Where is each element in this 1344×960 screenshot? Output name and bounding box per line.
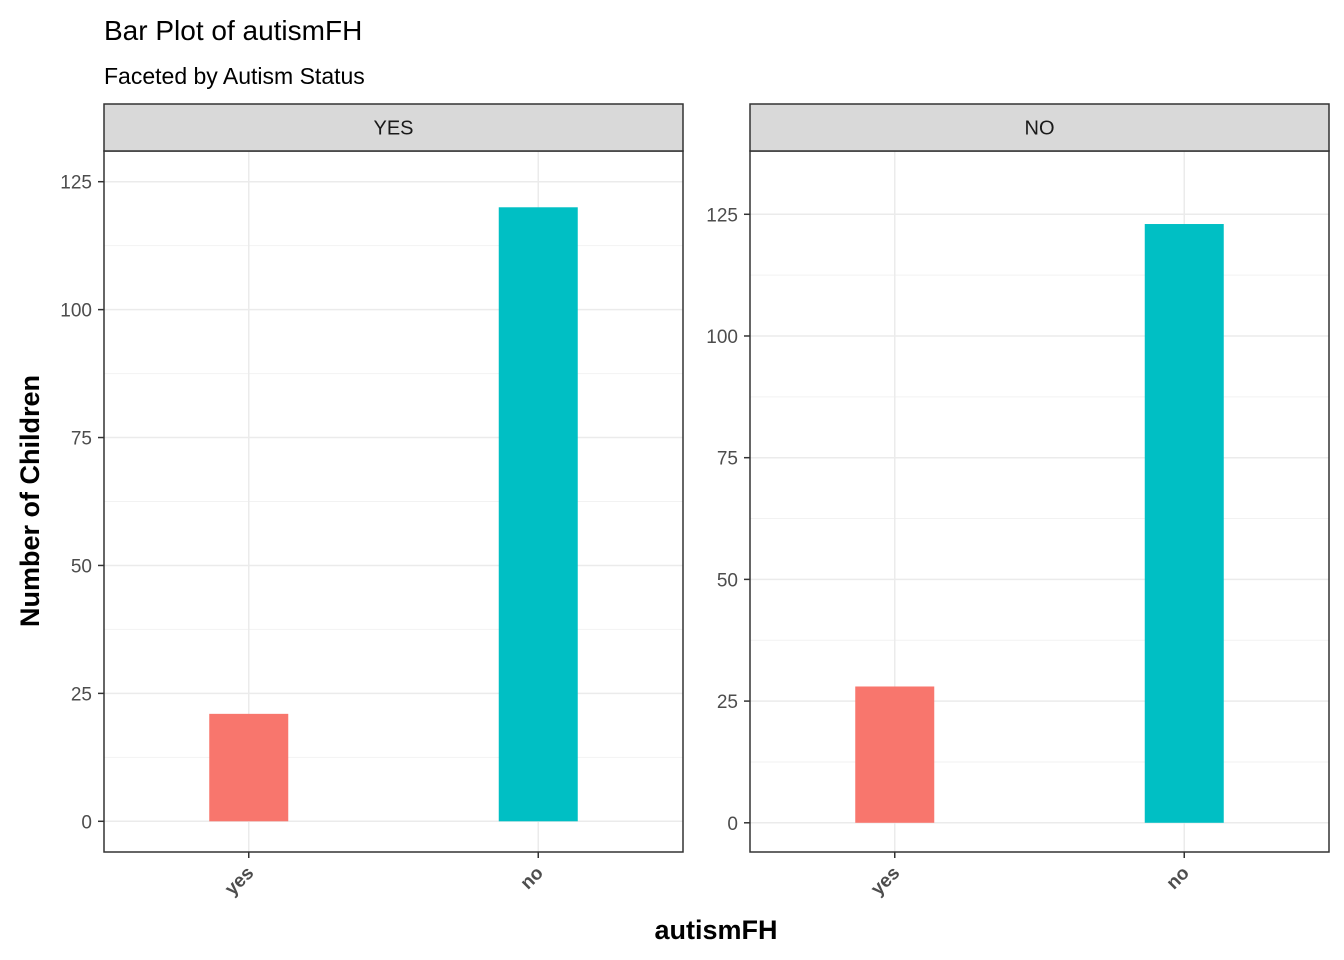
facet-strip bbox=[103, 103, 684, 152]
y-tick-label: 100 bbox=[706, 327, 738, 348]
y-tick-label: 125 bbox=[706, 205, 738, 226]
y-tick-label: 100 bbox=[60, 301, 92, 322]
chart-subtitle: Faceted by Autism Status bbox=[104, 63, 365, 89]
facet-panel-yes: YES 0 25 50 75 100 125 yes no bbox=[60, 103, 684, 900]
y-tick-label: 0 bbox=[727, 814, 738, 835]
panel-background bbox=[750, 151, 1329, 852]
x-tick-label: no bbox=[1163, 863, 1194, 894]
x-tick-label: yes bbox=[221, 863, 258, 900]
y-tick-label: 125 bbox=[60, 173, 92, 194]
x-axis-title: autismFH bbox=[654, 915, 777, 945]
facet-strip bbox=[749, 103, 1330, 152]
facet-strip-label: YES bbox=[373, 118, 413, 140]
facet-strip-label: NO bbox=[1025, 118, 1055, 140]
y-tick-label: 0 bbox=[81, 812, 92, 833]
x-tick-label: yes bbox=[867, 863, 904, 900]
facet-panel-no: NO 0 25 50 75 100 125 yes no bbox=[706, 103, 1330, 900]
bar-no bbox=[498, 207, 578, 822]
bar-yes bbox=[209, 713, 289, 822]
y-axis-title: Number of Children bbox=[15, 375, 45, 627]
bar-no bbox=[1144, 224, 1224, 823]
bar-yes bbox=[855, 686, 935, 823]
y-tick-label: 50 bbox=[717, 570, 738, 591]
x-tick-label: no bbox=[517, 863, 548, 894]
facets: YES 0 25 50 75 100 125 yes no NO 0 25 50 75 100 125 yes n… bbox=[60, 103, 1330, 900]
y-tick-label: 25 bbox=[71, 684, 92, 705]
chart-title: Bar Plot of autismFH bbox=[104, 15, 362, 46]
y-tick-label: 50 bbox=[71, 556, 92, 577]
y-tick-label: 75 bbox=[717, 449, 738, 470]
y-tick-label: 25 bbox=[717, 692, 738, 713]
y-tick-label: 75 bbox=[71, 429, 92, 450]
